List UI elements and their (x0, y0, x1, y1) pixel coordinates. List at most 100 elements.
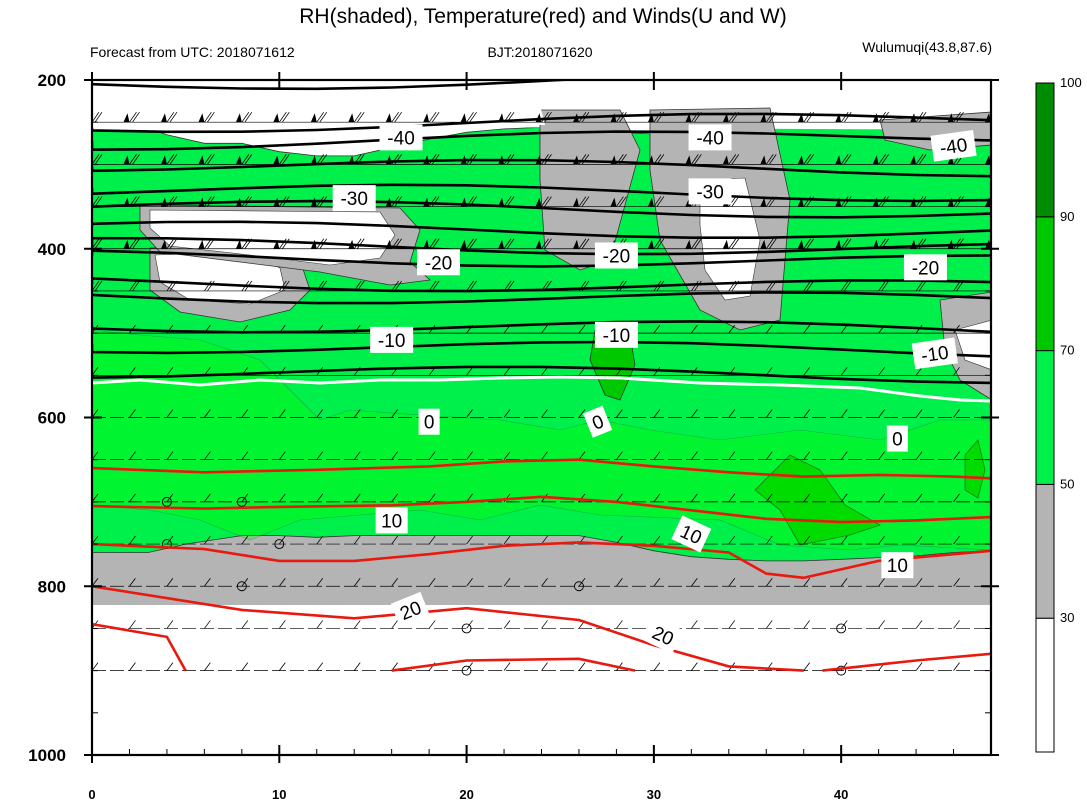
wind-barb (619, 111, 627, 123)
wind-barb (806, 154, 815, 165)
wind-barb (956, 111, 964, 123)
wind-barb (503, 196, 512, 207)
wind-barb (691, 578, 698, 587)
wind-barb (647, 239, 654, 249)
wind-barb (129, 662, 136, 671)
wind-barb (878, 154, 886, 165)
wind-barb (691, 662, 698, 671)
x-tick-label: 40 (834, 787, 848, 802)
wind-barb (166, 662, 174, 671)
wind-barb (803, 662, 811, 671)
wind-barb (466, 578, 473, 587)
wind-barb (198, 239, 205, 249)
wind-barb (581, 196, 590, 207)
wind-barb (356, 238, 365, 249)
wind-barb (616, 409, 623, 418)
wind-barb (915, 662, 923, 671)
wind-barb (129, 154, 137, 165)
wind-barb (765, 493, 773, 503)
contour-label-box (390, 591, 431, 628)
wind-barb (915, 409, 923, 418)
wind-barb (207, 280, 215, 292)
temperature-contour (92, 622, 187, 672)
wind-barb (691, 409, 698, 418)
contour-label: 10 (881, 552, 914, 579)
wind-barb (498, 239, 505, 249)
contour-label-text: -20 (425, 253, 452, 274)
wind-barb (985, 155, 991, 165)
wind-barb (765, 535, 773, 545)
calm-wind-marker (836, 623, 847, 634)
wind-barb (722, 155, 729, 165)
wind-barb (198, 113, 205, 123)
wind-barb (797, 239, 804, 249)
wind-barb (204, 620, 211, 629)
wind-barb (310, 113, 317, 123)
forecast-time-label: Forecast from UTC: 2018071612 (90, 44, 295, 60)
wind-barb (685, 113, 692, 123)
wind-barb (428, 493, 436, 503)
wind-barb (878, 409, 885, 418)
wind-barb (728, 620, 736, 629)
wind-barb (840, 280, 849, 292)
wind-barb (728, 324, 736, 334)
wind-barb (616, 196, 624, 207)
contour-label-text: 0 (424, 413, 435, 434)
contour-label-box (881, 552, 914, 579)
wind-barb (391, 409, 398, 418)
isotherm-line (92, 277, 991, 293)
contour-label-text: -20 (603, 247, 630, 268)
wind-barb (460, 113, 467, 123)
colorbar-tick-label: 70 (1060, 343, 1074, 358)
wind-barb (616, 578, 623, 587)
wind-barb (385, 113, 392, 123)
wind-barb (994, 197, 1001, 207)
contour-label-box (594, 321, 638, 348)
wind-barb (840, 154, 849, 165)
wind-barb (544, 238, 552, 249)
contour-label: -40 (930, 129, 977, 162)
wind-barb (803, 620, 811, 629)
contour-label: 10 (671, 515, 712, 553)
wind-barb (691, 238, 699, 249)
wind-barb (803, 324, 811, 334)
wind-barb (765, 578, 773, 587)
wind-barb (316, 620, 324, 629)
contour-label-text: -40 (696, 128, 723, 149)
x-tick-label: 10 (272, 787, 286, 802)
wind-barb (316, 451, 324, 460)
wind-barb (241, 620, 249, 629)
wind-barb (843, 154, 852, 165)
wind-barb (169, 111, 178, 123)
contour-label: 10 (375, 507, 408, 534)
wind-barb (840, 620, 848, 629)
wind-barb (953, 451, 960, 460)
wind-barb (423, 113, 430, 123)
wind-barb (544, 111, 552, 123)
calm-wind-marker (274, 539, 285, 550)
wind-barb (466, 111, 474, 123)
contour-label: 0 (583, 405, 613, 438)
contour-label-text: -10 (378, 331, 405, 352)
wind-barb (391, 620, 398, 629)
wind-barb (581, 238, 590, 249)
wind-barb (578, 154, 587, 165)
contour-label-box (332, 185, 376, 212)
wind-barb (806, 280, 815, 292)
contour-label-text: 10 (381, 511, 402, 532)
wind-barb (656, 196, 665, 207)
wind-barb (578, 238, 587, 249)
wind-barb (535, 239, 542, 249)
wind-barb (541, 324, 548, 334)
wind-barb (918, 154, 927, 165)
wind-barb (428, 280, 437, 292)
wind-barb (691, 324, 698, 334)
wind-barb (391, 280, 399, 292)
contour-label-box (886, 425, 908, 452)
wind-barb (132, 154, 140, 165)
y-tick-label: 1000 (28, 746, 66, 765)
contour-label: -20 (903, 254, 947, 281)
contour-label: 0 (418, 408, 440, 435)
wind-barb (653, 324, 661, 334)
wind-barb (619, 196, 627, 207)
